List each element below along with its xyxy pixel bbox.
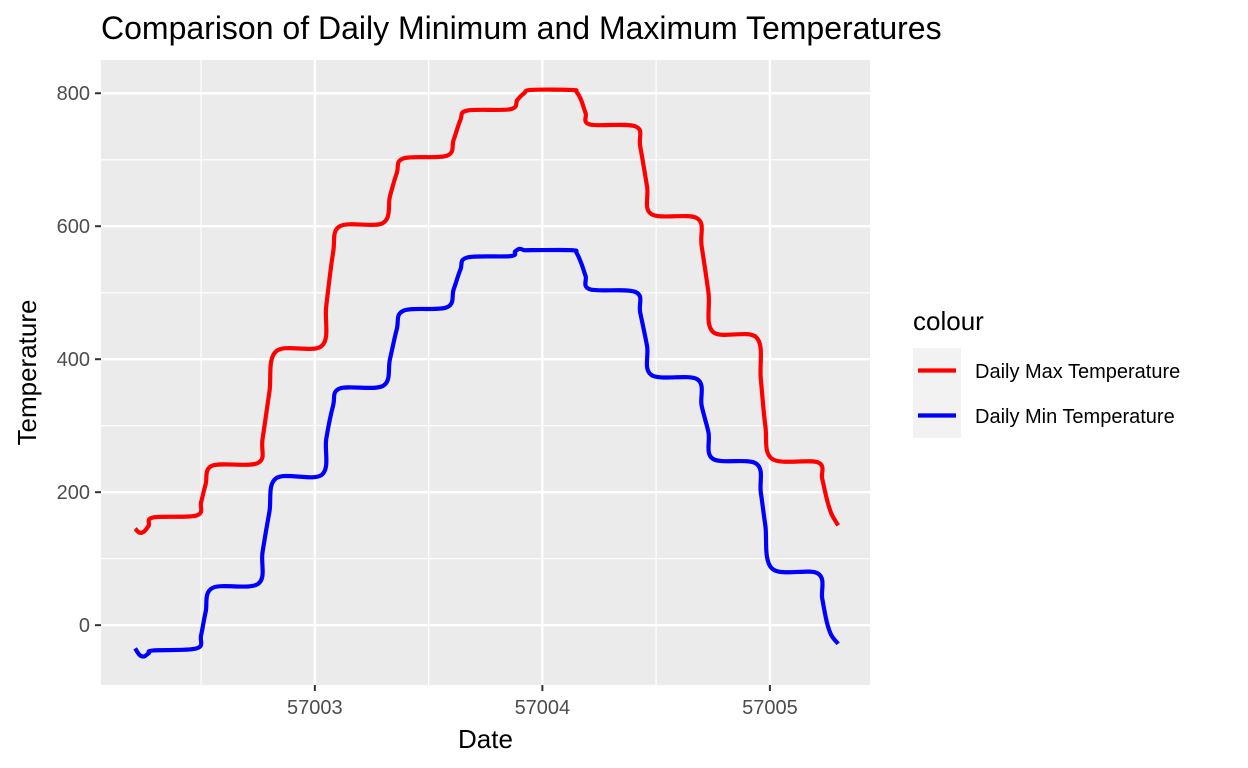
x-axis-title: Date bbox=[458, 724, 513, 754]
legend-label-daily-min-temperature: Daily Min Temperature bbox=[975, 406, 1175, 428]
x-tick-label: 57003 bbox=[287, 697, 343, 719]
grid-minor bbox=[101, 60, 870, 685]
chart-title: Comparison of Daily Minimum and Maximum … bbox=[101, 10, 942, 46]
y-tick-label: 200 bbox=[57, 482, 90, 504]
grid-major bbox=[101, 60, 870, 685]
plot-panel bbox=[101, 60, 870, 685]
legend-entries: Daily Max Temperature Daily Min Temperatu… bbox=[913, 348, 1180, 438]
x-tick-label: 57005 bbox=[742, 697, 798, 719]
y-tick-label: 800 bbox=[57, 83, 90, 105]
y-tick-label: 600 bbox=[57, 216, 90, 238]
y-tick-label: 400 bbox=[57, 349, 90, 371]
y-tick-label: 0 bbox=[79, 615, 90, 637]
legend-title: colour bbox=[913, 306, 984, 336]
y-axis-title: Temperature bbox=[12, 300, 42, 446]
legend: colour Daily Max Temperature Daily Min Te… bbox=[913, 306, 1180, 438]
legend-label-daily-max-temperature: Daily Max Temperature bbox=[975, 361, 1180, 383]
x-axis: 57003 57004 57005 bbox=[287, 685, 798, 719]
y-axis: 0 200 400 600 800 bbox=[57, 83, 101, 637]
series-line-daily-min-temperature bbox=[133, 246, 840, 659]
x-tick-label: 57004 bbox=[515, 697, 571, 719]
series-lines bbox=[133, 87, 840, 659]
series-line-daily-max-temperature bbox=[133, 87, 840, 535]
